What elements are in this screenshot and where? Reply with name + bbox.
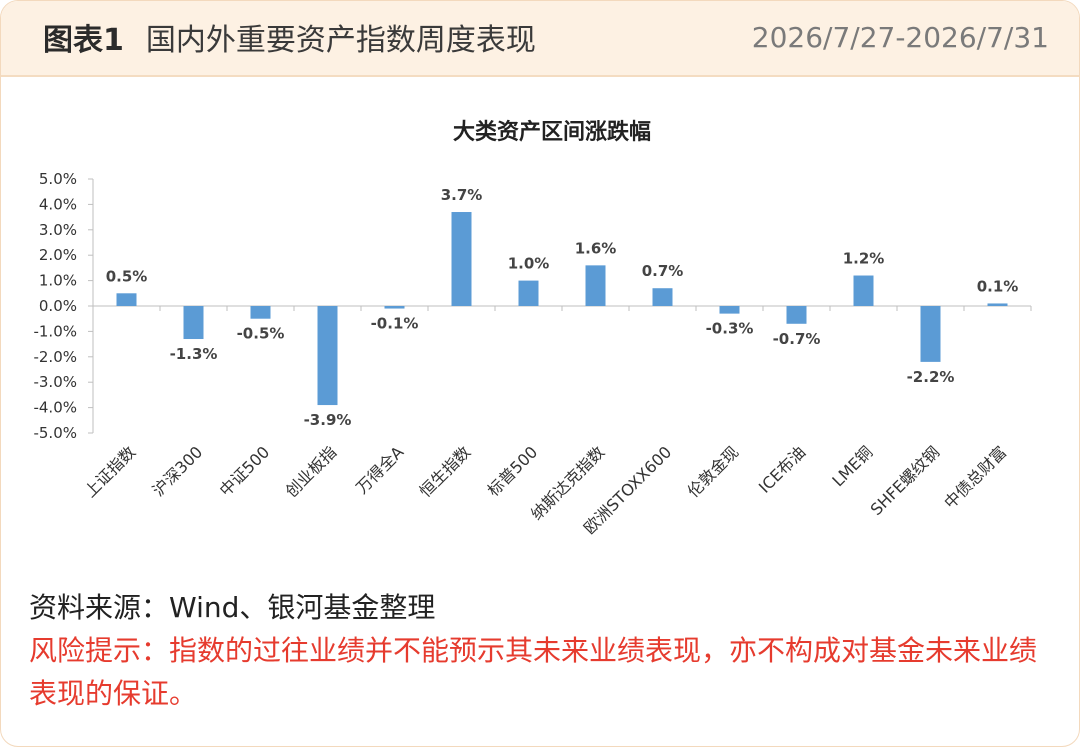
x-category-label: 中债总财富 xyxy=(940,442,1010,512)
y-tick-label: 1.0% xyxy=(39,272,77,290)
bar xyxy=(786,306,807,324)
bar xyxy=(920,306,941,362)
y-tick-label: 2.0% xyxy=(39,246,77,264)
data-label: -0.7% xyxy=(773,330,821,348)
bar xyxy=(585,265,606,306)
bar xyxy=(250,306,271,319)
y-tick-label: -3.0% xyxy=(33,373,77,391)
x-category-label: 创业板指 xyxy=(282,442,341,501)
y-tick-label: 5.0% xyxy=(39,170,77,188)
data-label: 1.2% xyxy=(843,250,885,268)
data-label: 3.7% xyxy=(441,186,483,204)
bar-chart: 大类资产区间涨跌幅 5.0% 4.0% 3.0% 2.0% 1.0% 0.0% -1.0% -2… xyxy=(33,120,1032,538)
x-category-label: 标普500 xyxy=(484,442,542,500)
bar xyxy=(317,306,338,406)
y-tick-label: 3.0% xyxy=(39,221,77,239)
x-category-label: ICE布油 xyxy=(755,442,809,496)
x-category-label: 上证指数 xyxy=(81,442,140,501)
y-tick-label: 4.0% xyxy=(39,195,77,213)
bar xyxy=(384,306,405,309)
bar xyxy=(183,306,204,340)
bar xyxy=(116,293,137,306)
bar xyxy=(451,212,472,306)
x-category-label: 沪深300 xyxy=(149,442,207,500)
figure-title: 图表1 国内外重要资产指数周度表现 xyxy=(43,15,536,59)
x-category-label: 中证500 xyxy=(216,442,274,500)
bar xyxy=(719,306,740,314)
data-label: -0.5% xyxy=(237,325,285,343)
data-label: -3.9% xyxy=(304,411,352,429)
y-tick-label: -1.0% xyxy=(33,322,77,340)
bar xyxy=(987,303,1008,306)
data-label: 1.0% xyxy=(508,255,550,273)
data-label: 0.5% xyxy=(106,267,148,285)
figure-label: 图表1 xyxy=(43,23,124,58)
bar xyxy=(853,275,874,306)
data-label: -0.1% xyxy=(371,315,419,333)
figure-title-text: 国内外重要资产指数周度表现 xyxy=(145,23,536,58)
risk-warning: 风险提示：指数的过往业绩并不能预示其未来业绩表现，亦不构成对基金未来业绩表现的保… xyxy=(29,634,1038,710)
y-tick-label: -5.0% xyxy=(33,424,77,442)
y-tick-label: -4.0% xyxy=(33,399,77,417)
x-category-label: 恒生指数 xyxy=(416,442,475,501)
data-label: 0.1% xyxy=(977,277,1019,295)
x-category-label: LME铜 xyxy=(828,442,876,490)
x-category-label: 万得全A xyxy=(352,442,407,497)
figure-header: 图表1 国内外重要资产指数周度表现 2026/7/27-2026/7/31 xyxy=(1,1,1079,77)
bar xyxy=(518,280,539,306)
date-range: 2026/7/27-2026/7/31 xyxy=(751,21,1049,54)
bar xyxy=(652,288,673,306)
data-label: 0.7% xyxy=(642,262,684,280)
y-tick-label: -2.0% xyxy=(33,348,77,366)
x-category-label: 伦敦金现 xyxy=(684,442,743,501)
source-note: 资料来源：Wind、银河基金整理 xyxy=(29,591,436,624)
y-tick-label: 0.0% xyxy=(39,297,77,315)
chart-title: 大类资产区间涨跌幅 xyxy=(453,120,651,145)
data-label: -2.2% xyxy=(907,368,955,386)
data-label: -1.3% xyxy=(170,345,218,363)
data-label: 1.6% xyxy=(575,239,617,257)
data-label: -0.3% xyxy=(706,320,754,338)
x-category-label: SHFE螺纹钢 xyxy=(867,442,944,519)
